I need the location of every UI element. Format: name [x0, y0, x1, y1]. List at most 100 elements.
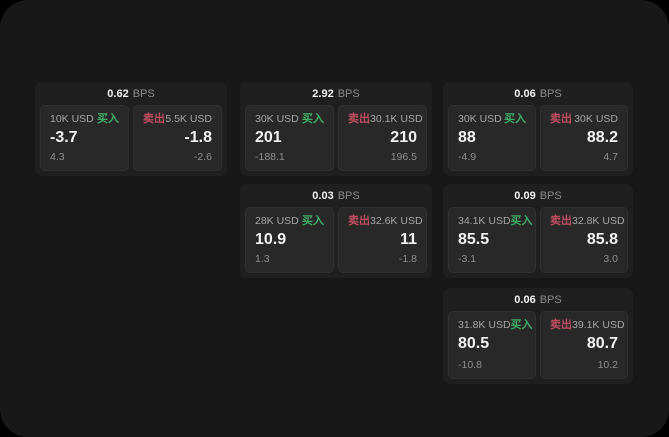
sell-price: 88.2	[586, 129, 618, 146]
sell-price: 85.8	[586, 231, 618, 248]
buy-amount: 10K USD	[50, 113, 94, 125]
bps-header: 2.92 BPS	[240, 82, 432, 105]
buy-delta: -188.1	[255, 151, 285, 163]
buy-amount: 28K USD	[255, 215, 299, 227]
bps-unit-label: BPS	[337, 189, 360, 202]
sell-amount: 32.6K USD	[370, 215, 423, 227]
sell-price: -1.8	[184, 129, 212, 146]
buy-delta: -3.1	[458, 253, 477, 265]
bps-unit-label: BPS	[539, 87, 562, 100]
bps-unit-label: BPS	[539, 189, 562, 202]
buy-price: 80.5	[458, 335, 490, 352]
buy-amount: 30K USD	[255, 113, 299, 125]
quote-card: 2.92 BPS 30K USD 买入 201 -188.1 卖出 30.1K …	[240, 82, 432, 176]
sell-delta: -2.6	[193, 151, 212, 163]
sell-panel[interactable]: 卖出 39.1K USD 80.7 10.2	[540, 311, 628, 379]
bps-value: 0.06	[514, 87, 536, 100]
bps-value: 0.62	[107, 87, 129, 100]
sell-side-label: 卖出	[550, 319, 572, 331]
buy-panel[interactable]: 31.8K USD 买入 80.5 -10.8	[448, 311, 536, 379]
sell-delta: 10.2	[597, 359, 618, 371]
quote-panels: 30K USD 买入 88 -4.9 卖出 30K USD 88.2 4.7	[443, 105, 633, 176]
sell-panel-top: 卖出 32.8K USD	[550, 215, 625, 228]
buy-panel-top: 10K USD 买入	[50, 113, 119, 126]
sell-panel[interactable]: 卖出 32.8K USD 85.8 3.0	[540, 207, 628, 273]
bps-header: 0.06 BPS	[443, 82, 633, 105]
sell-delta: 196.5	[390, 151, 417, 163]
quote-card: 0.62 BPS 10K USD 买入 -3.7 4.3 卖出 5.5K USD…	[35, 82, 227, 176]
quote-panels: 34.1K USD 买入 85.5 -3.1 卖出 32.8K USD 85.8…	[443, 207, 633, 278]
sell-price: 80.7	[586, 335, 618, 352]
buy-panel[interactable]: 30K USD 买入 201 -188.1	[245, 105, 334, 171]
buy-side-label: 买入	[510, 319, 533, 331]
quote-card: 0.06 BPS 30K USD 买入 88 -4.9 卖出 30K USD 8…	[443, 82, 633, 176]
buy-panel[interactable]: 34.1K USD 买入 85.5 -3.1	[448, 207, 536, 273]
buy-price: 10.9	[255, 231, 287, 248]
sell-amount: 30.1K USD	[370, 113, 423, 125]
buy-side-label: 买入	[302, 215, 324, 227]
sell-side-label: 卖出	[550, 113, 572, 125]
sell-side-label: 卖出	[143, 113, 165, 125]
sell-panel-top: 卖出 30.1K USD	[348, 113, 423, 126]
sell-amount: 32.8K USD	[572, 215, 625, 227]
buy-panel-top: 28K USD 买入	[255, 215, 324, 228]
sell-price: 11	[400, 231, 417, 248]
sell-amount: 30K USD	[574, 113, 618, 125]
buy-panel[interactable]: 28K USD 买入 10.9 1.3	[245, 207, 334, 273]
sell-panel-top: 卖出 5.5K USD	[143, 113, 212, 126]
sell-panel[interactable]: 卖出 30K USD 88.2 4.7	[540, 105, 628, 171]
buy-side-label: 买入	[510, 215, 533, 227]
sell-amount: 39.1K USD	[572, 319, 625, 331]
bps-header: 0.03 BPS	[240, 184, 432, 207]
buy-panel[interactable]: 10K USD 买入 -3.7 4.3	[40, 105, 129, 171]
quote-panels: 30K USD 买入 201 -188.1 卖出 30.1K USD 210 1…	[240, 105, 432, 176]
bps-unit-label: BPS	[337, 87, 360, 100]
sell-side-label: 卖出	[348, 113, 370, 125]
bps-header: 0.09 BPS	[443, 184, 633, 207]
sell-delta: -1.8	[398, 253, 417, 265]
buy-panel-top: 30K USD 买入	[458, 113, 526, 126]
bps-value: 0.06	[514, 293, 536, 306]
bps-unit-label: BPS	[539, 293, 562, 306]
sell-panel[interactable]: 卖出 5.5K USD -1.8 -2.6	[133, 105, 222, 171]
sell-panel[interactable]: 卖出 30.1K USD 210 196.5	[338, 105, 427, 171]
quote-panels: 10K USD 买入 -3.7 4.3 卖出 5.5K USD -1.8 -2.…	[35, 105, 227, 176]
sell-price: 210	[390, 129, 417, 146]
buy-price: 85.5	[458, 231, 490, 248]
bps-header: 0.62 BPS	[35, 82, 227, 105]
bps-unit-label: BPS	[132, 87, 155, 100]
bps-value: 2.92	[312, 87, 334, 100]
bps-value: 0.09	[514, 189, 536, 202]
buy-panel-top: 30K USD 买入	[255, 113, 324, 126]
quote-card: 0.09 BPS 34.1K USD 买入 85.5 -3.1 卖出 32.8K…	[443, 184, 633, 278]
buy-price: -3.7	[50, 129, 78, 146]
buy-amount: 34.1K USD	[458, 215, 511, 227]
buy-price: 201	[255, 129, 282, 146]
buy-panel-top: 31.8K USD 买入	[458, 319, 533, 332]
quote-card: 0.06 BPS 31.8K USD 买入 80.5 -10.8 卖出 39.1…	[443, 288, 633, 384]
buy-delta: -10.8	[458, 359, 482, 371]
sell-panel[interactable]: 卖出 32.6K USD 11 -1.8	[338, 207, 427, 273]
quote-card: 0.03 BPS 28K USD 买入 10.9 1.3 卖出 32.6K US…	[240, 184, 432, 278]
sell-panel-top: 卖出 32.6K USD	[348, 215, 423, 228]
sell-amount: 5.5K USD	[165, 113, 212, 125]
buy-side-label: 买入	[302, 113, 324, 125]
sell-side-label: 卖出	[348, 215, 370, 227]
buy-amount: 31.8K USD	[458, 319, 511, 331]
sell-delta: 4.7	[603, 151, 618, 163]
buy-side-label: 买入	[97, 113, 119, 125]
bps-header: 0.06 BPS	[443, 288, 633, 311]
buy-panel-top: 34.1K USD 买入	[458, 215, 533, 228]
quote-panels: 28K USD 买入 10.9 1.3 卖出 32.6K USD 11 -1.8	[240, 207, 432, 278]
sell-delta: 3.0	[603, 253, 618, 265]
sell-panel-top: 卖出 39.1K USD	[550, 319, 625, 332]
buy-delta: 1.3	[255, 253, 270, 265]
bps-value: 0.03	[312, 189, 334, 202]
buy-panel[interactable]: 30K USD 买入 88 -4.9	[448, 105, 536, 171]
buy-amount: 30K USD	[458, 113, 502, 125]
sell-side-label: 卖出	[550, 215, 572, 227]
sell-panel-top: 卖出 30K USD	[550, 113, 618, 126]
buy-delta: -4.9	[458, 151, 477, 163]
buy-side-label: 买入	[504, 113, 526, 125]
